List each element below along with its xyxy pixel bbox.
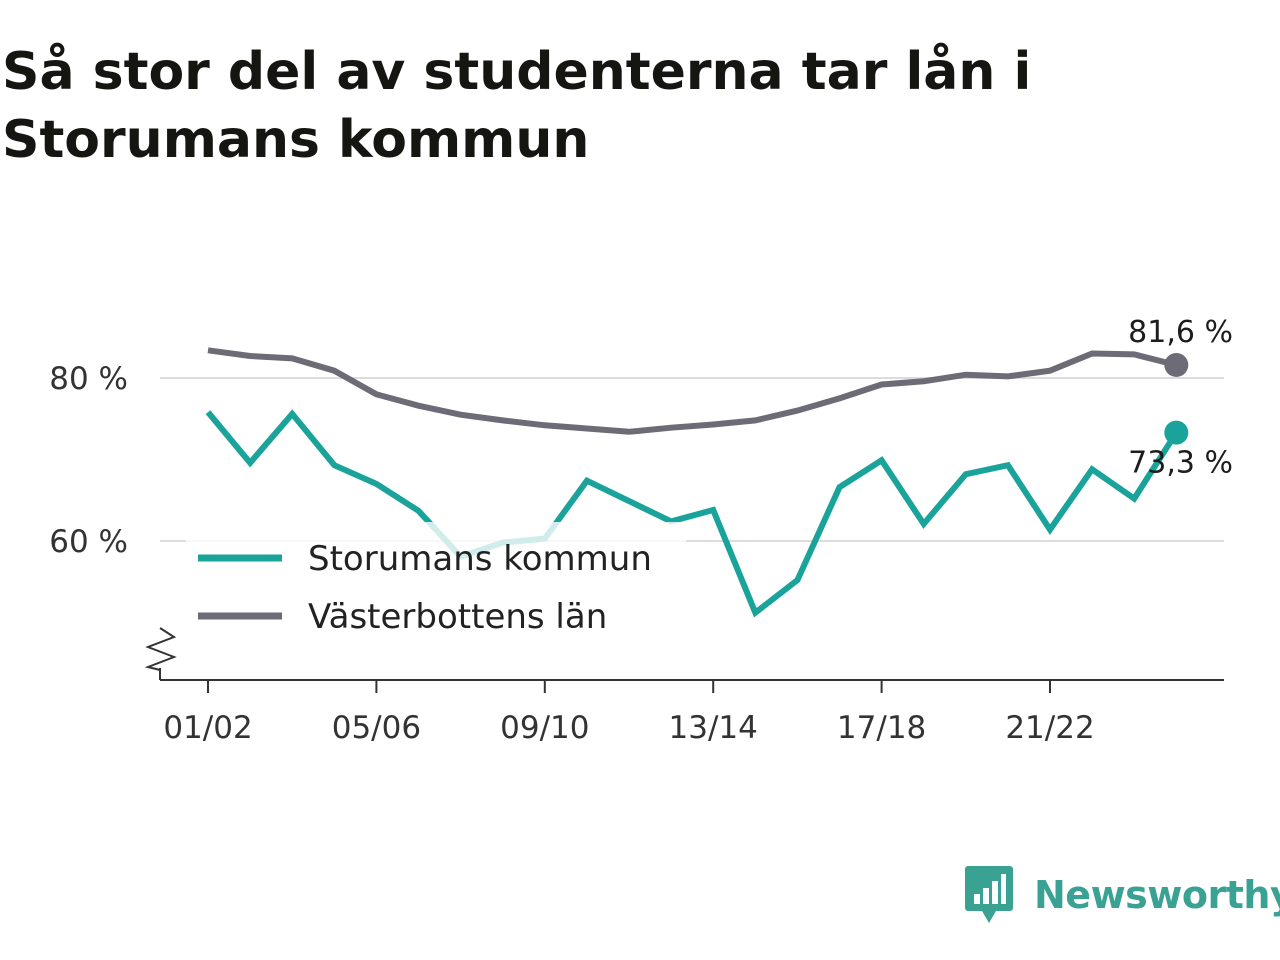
y-axis-ticks: 60 % 80 % bbox=[49, 361, 128, 560]
series-line bbox=[205, 409, 1179, 618]
brand-name: Newsworthy bbox=[1034, 873, 1280, 917]
series-lines bbox=[205, 347, 1189, 618]
y-tick-label: 60 % bbox=[49, 524, 128, 560]
chart-title: Så stor del av studenterna tar lån i Sto… bbox=[2, 42, 1032, 170]
x-tick-label: 17/18 bbox=[837, 710, 926, 746]
end-value-label: 81,6 % bbox=[1128, 315, 1233, 350]
newsworthy-logo-icon bbox=[965, 866, 1013, 923]
legend-background bbox=[186, 522, 686, 642]
series-end-marker bbox=[1164, 352, 1189, 377]
x-tick-label: 13/14 bbox=[669, 710, 758, 746]
axes bbox=[144, 627, 1224, 681]
brand-logo: Newsworthy bbox=[964, 862, 1280, 928]
y-tick-label: 80 % bbox=[49, 361, 128, 397]
series-line bbox=[207, 347, 1178, 435]
legend: Storumans kommun Västerbottens län bbox=[186, 522, 686, 642]
x-tick-label: 01/02 bbox=[163, 710, 252, 746]
legend-label: Västerbottens län bbox=[308, 597, 607, 637]
series-end-marker bbox=[1164, 420, 1189, 445]
end-value-label: 73,3 % bbox=[1128, 446, 1233, 481]
x-tick-label: 05/06 bbox=[332, 710, 421, 746]
legend-label: Storumans kommun bbox=[308, 539, 652, 579]
x-tick-label: 09/10 bbox=[500, 710, 589, 746]
y-axis-break-mark bbox=[144, 627, 177, 671]
end-labels: 81,6 % 73,3 % bbox=[1128, 315, 1233, 481]
x-axis-ticks: 01/02 05/06 09/10 13/14 17/18 21/22 bbox=[163, 680, 1095, 746]
x-tick-label: 21/22 bbox=[1005, 710, 1094, 746]
